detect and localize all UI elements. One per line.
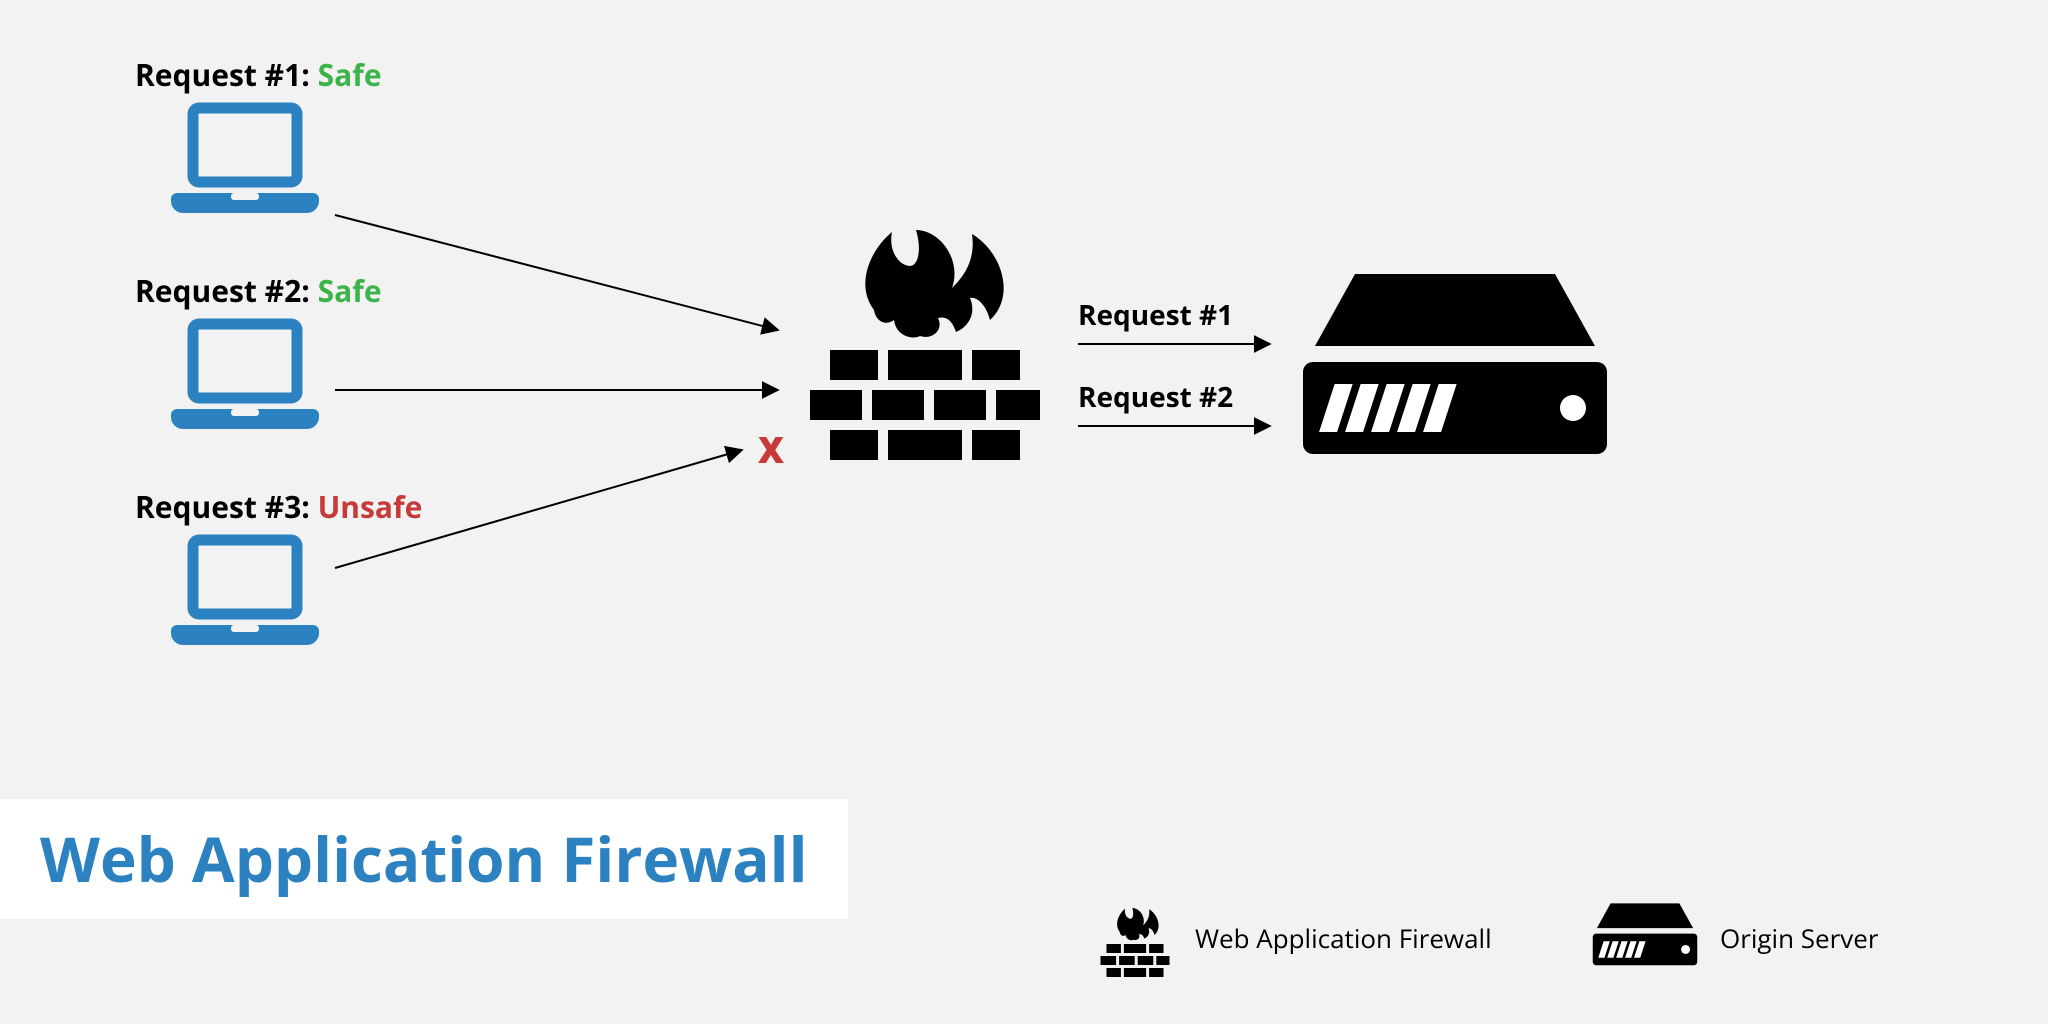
legend-server-text: Origin Server xyxy=(1720,920,1879,956)
laptop-icon-2 xyxy=(165,316,325,441)
title-bar: Web Application Firewall xyxy=(0,799,848,919)
legend-firewall-text: Web Application Firewall xyxy=(1195,920,1492,956)
out-request-1-label: Request #1 xyxy=(1078,296,1233,334)
request-3-status: Unsafe xyxy=(318,486,423,527)
laptop-icon-3 xyxy=(165,532,325,657)
request-2-label: Request #2: Safe xyxy=(135,270,382,311)
block-x-marker: X xyxy=(758,425,784,474)
request-1-status: Safe xyxy=(318,54,382,95)
request-3-prefix: Request #3: xyxy=(135,486,318,527)
legend-server: Origin Server xyxy=(1590,900,1879,975)
firewall-icon-small xyxy=(1095,890,1175,985)
out-request-2-label: Request #2 xyxy=(1078,378,1233,416)
request-2-prefix: Request #2: xyxy=(135,270,318,311)
request-3-label: Request #3: Unsafe xyxy=(135,486,422,527)
firewall-icon xyxy=(800,170,1050,475)
request-2-status: Safe xyxy=(318,270,382,311)
request-1-prefix: Request #1: xyxy=(135,54,318,95)
laptop-icon-1 xyxy=(165,100,325,225)
server-icon-small xyxy=(1590,900,1700,975)
request-1-label: Request #1: Safe xyxy=(135,54,382,95)
server-icon xyxy=(1295,266,1615,471)
legend-firewall: Web Application Firewall xyxy=(1095,890,1492,985)
page-title: Web Application Firewall xyxy=(40,817,808,901)
